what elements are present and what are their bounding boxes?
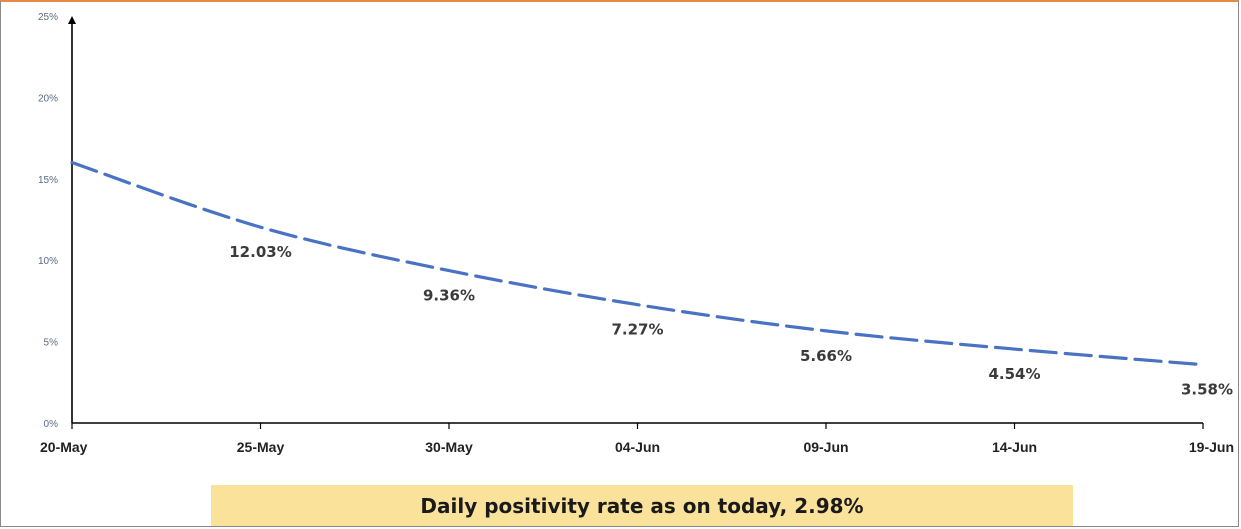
data-label: 4.54% [988,365,1040,383]
data-label: 9.36% [423,287,475,305]
x-tick-label: 30-May [425,439,473,455]
data-label: 5.66% [800,347,852,365]
daily-positivity-banner: Daily positivity rate as on today, 2.98% [211,485,1073,526]
x-tick-label: 14-Jun [992,439,1037,455]
y-tick-label: 5% [44,338,59,349]
y-tick-label: 0% [44,419,59,430]
x-axis: 20-May 25-May 30-May 04-Jun 09-Jun 14-Jun 19-J… [40,422,1234,455]
y-tick-label: 20% [38,93,58,104]
data-label: 12.03% [229,243,291,261]
y-tick-label: 10% [38,256,58,267]
y-tick-label: 15% [38,175,58,186]
y-tick-label: 25% [38,12,58,23]
x-tick-label: 19-Jun [1189,439,1234,455]
data-label: 7.27% [611,321,663,339]
series-line [70,160,1205,367]
y-axis-arrow [68,16,76,24]
y-axis: 0% 5% 10% 15% 20% 25% [38,12,76,430]
data-labels-layer: 12.03% 9.36% 7.27% 5.66% 4.54% 3.58% [229,243,1233,399]
series-layer [70,160,1205,367]
data-label: 3.58% [1181,381,1233,399]
x-tick-label: 25-May [237,439,285,455]
x-tick-label: 04-Jun [615,439,660,455]
x-tick-label: 09-Jun [803,439,848,455]
x-tick-label: 20-May [40,439,88,455]
